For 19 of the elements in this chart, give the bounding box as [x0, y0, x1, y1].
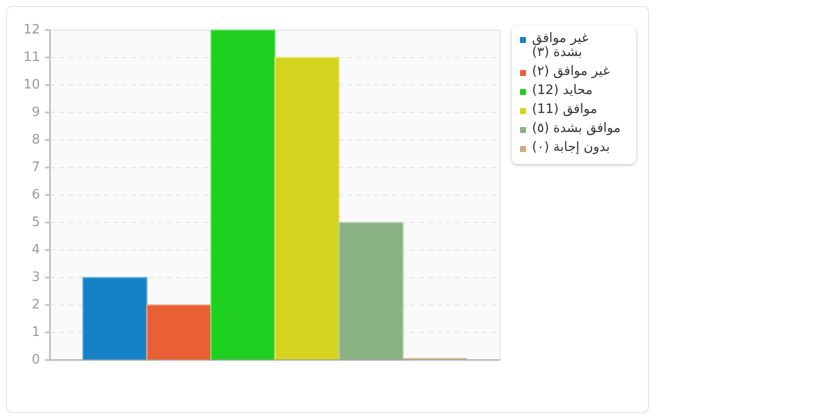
y-tick-label: 6 — [32, 188, 40, 202]
y-tick-label: 8 — [32, 132, 40, 148]
y-tick-label: 10 — [23, 78, 40, 92]
legend-label: بدون إجابة (٠) — [532, 140, 610, 155]
y-tick-label: 0 — [32, 352, 40, 368]
y-tick-label: 5 — [32, 215, 40, 230]
y-tick-label: 12 — [23, 22, 40, 38]
legend-label: موافق بشدة (٥) — [532, 121, 621, 136]
legend-label: محايد (12) — [532, 83, 593, 98]
legend-label: موافق (11) — [532, 102, 598, 117]
y-tick-label: 4 — [32, 242, 40, 258]
legend-label: غير موافق بشدة (٣) — [532, 31, 590, 60]
y-tick-label: 2 — [32, 298, 40, 312]
y-tick-label: 9 — [32, 105, 40, 120]
y-tick-label: 11 — [23, 50, 40, 65]
y-tick-label: 1 — [32, 325, 40, 340]
y-tick-label: 3 — [32, 270, 40, 285]
legend-label: غير موافق (٢) — [532, 64, 610, 79]
y-tick-label: 7 — [32, 160, 40, 175]
